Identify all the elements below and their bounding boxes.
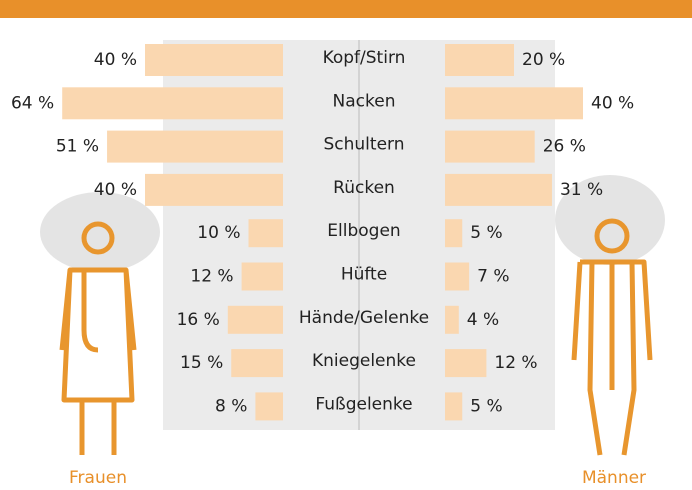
value-label: 10 % — [197, 223, 240, 243]
bar — [445, 174, 552, 206]
category-label: Hände/Gelenke — [299, 308, 429, 328]
value-label: 26 % — [543, 137, 586, 157]
legend-label: Frauen — [69, 468, 127, 488]
bar — [445, 306, 459, 334]
chart: Frauen Männer Kopf/Stirn 40 % 20 % Nacken 64… — [0, 0, 692, 490]
category-label: Nacken — [333, 91, 396, 111]
bar — [445, 131, 535, 163]
bar — [445, 219, 462, 247]
bar — [62, 87, 283, 119]
category-label: Kniegelenke — [312, 351, 416, 371]
category-label: Kopf/Stirn — [323, 48, 406, 68]
bar — [445, 349, 486, 377]
legend-label: Männer — [582, 468, 646, 488]
value-label: 40 % — [94, 50, 137, 70]
value-label: 5 % — [470, 396, 502, 416]
category-label: Fußgelenke — [315, 394, 412, 414]
bar — [249, 219, 284, 247]
bar — [228, 306, 283, 334]
value-label: 40 % — [591, 93, 634, 113]
value-label: 8 % — [215, 396, 247, 416]
value-label: 40 % — [94, 180, 137, 200]
category-label: Rücken — [333, 178, 395, 198]
value-label: 15 % — [180, 353, 223, 373]
bar — [231, 349, 283, 377]
bar — [107, 131, 283, 163]
value-label: 12 % — [190, 267, 233, 287]
value-label: 5 % — [470, 223, 502, 243]
category-label: Hüfte — [341, 265, 387, 285]
bar — [145, 174, 283, 206]
bar — [242, 263, 283, 291]
value-label: 20 % — [522, 50, 565, 70]
top-bar — [0, 0, 692, 18]
woman-figure — [40, 192, 160, 455]
category-label: Ellbogen — [327, 221, 400, 241]
value-label: 7 % — [477, 267, 509, 287]
bar — [445, 87, 583, 119]
bar — [445, 44, 514, 76]
value-label: 16 % — [177, 310, 220, 330]
value-label: 51 % — [56, 137, 99, 157]
value-label: 31 % — [560, 180, 603, 200]
bar — [445, 392, 462, 420]
bar — [145, 44, 283, 76]
bar — [255, 392, 283, 420]
man-figure — [555, 175, 665, 455]
bar — [445, 263, 469, 291]
value-label: 64 % — [11, 93, 54, 113]
category-label: Schultern — [324, 135, 405, 155]
value-label: 4 % — [467, 310, 499, 330]
value-label: 12 % — [494, 353, 537, 373]
